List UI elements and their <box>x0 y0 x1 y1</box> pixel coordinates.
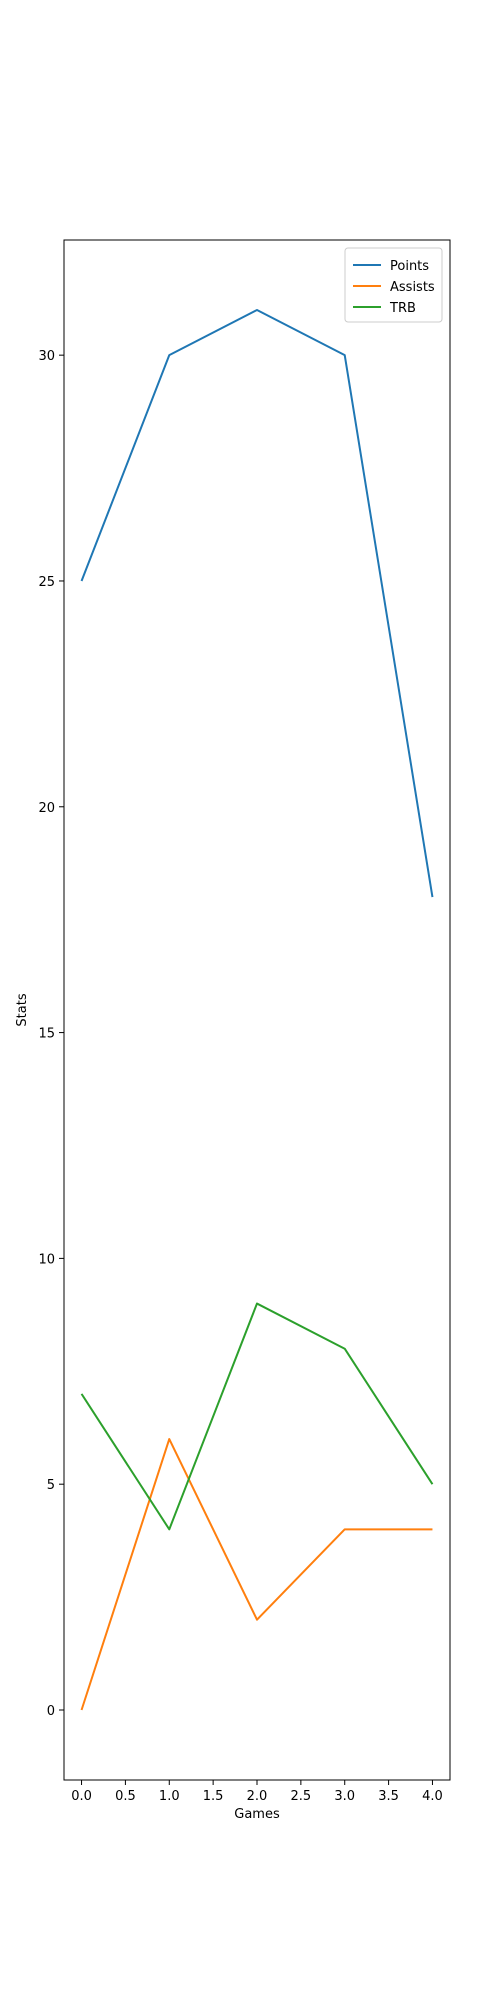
y-tick-label: 0 <box>47 1704 55 1719</box>
series-line-points <box>80 309 434 898</box>
legend-box <box>344 247 443 323</box>
x-tick-label: 1.0 <box>159 1789 180 1804</box>
y-axis-label: Stats <box>15 993 30 1026</box>
x-tick-label: 1.5 <box>203 1789 224 1804</box>
series-line-assists <box>80 1438 433 1711</box>
x-axis-ticks: 0.0 0.5 1.0 1.5 2.0 2.5 3.0 3.5 4.0 <box>71 1780 443 1804</box>
y-tick-label: 15 <box>38 1027 55 1042</box>
x-tick-label: 2.5 <box>291 1789 312 1804</box>
x-tick-label: 3.0 <box>334 1789 355 1804</box>
x-tick-label: 3.5 <box>378 1789 399 1804</box>
y-tick-label: 10 <box>38 1252 55 1267</box>
legend-label: Points <box>390 259 429 274</box>
legend: Points Assists TRB <box>344 247 443 323</box>
y-tick-label: 25 <box>38 575 55 590</box>
series-line-trb <box>80 1302 434 1531</box>
y-axis-ticks: 0 5 10 15 20 25 30 <box>38 349 64 1719</box>
legend-label: Assists <box>390 280 435 295</box>
y-tick-label: 5 <box>47 1478 55 1493</box>
x-tick-label: 0.0 <box>71 1789 92 1804</box>
y-tick-label: 30 <box>38 349 55 364</box>
legend-label: TRB <box>389 301 416 316</box>
y-tick-label: 20 <box>38 801 55 816</box>
series-lines <box>80 309 434 1711</box>
x-tick-label: 0.5 <box>115 1789 136 1804</box>
plot-area <box>63 239 451 1781</box>
x-axis-label: Games <box>234 1807 280 1822</box>
x-tick-label: 2.0 <box>247 1789 268 1804</box>
x-tick-label: 4.0 <box>422 1789 443 1804</box>
